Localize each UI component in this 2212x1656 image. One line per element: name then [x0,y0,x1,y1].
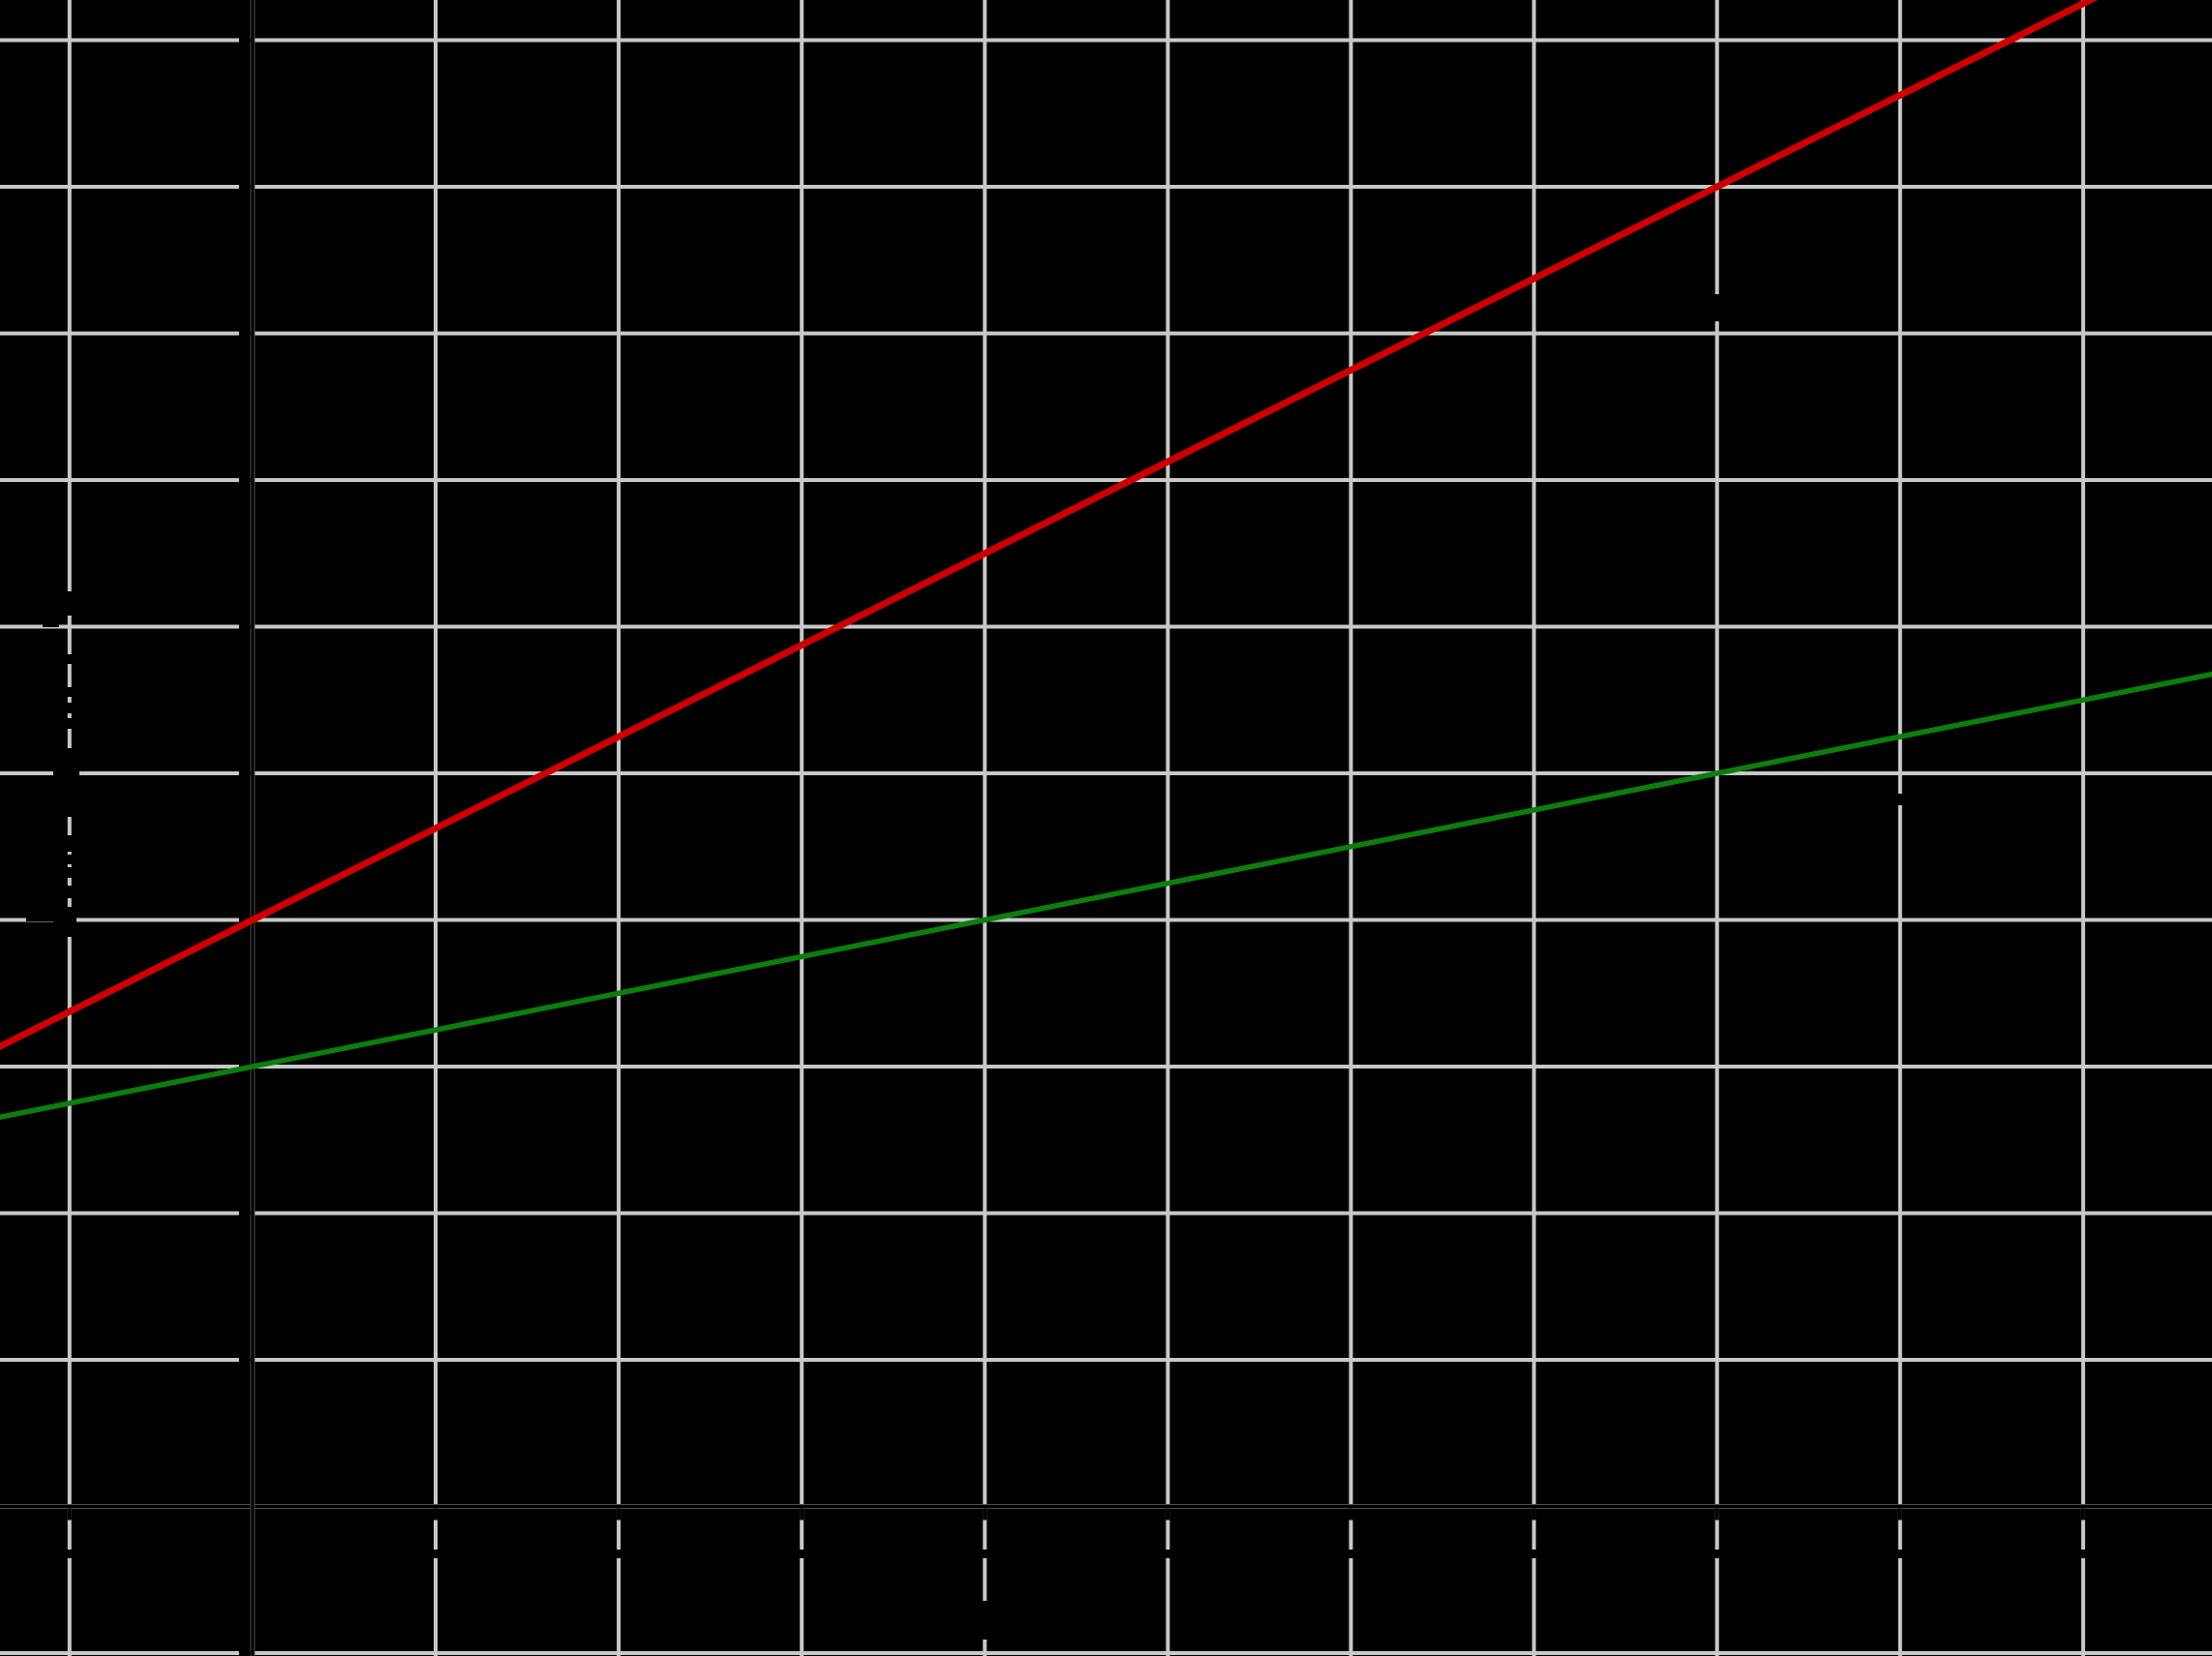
hidden-text-fragment [1345,1550,1357,1558]
hidden-text-fragment [612,1550,624,1558]
hidden-text-fragment [429,1550,441,1558]
hidden-text-fragment [57,855,73,864]
hidden-text-fragment [55,798,78,817]
hidden-text-fragment [1880,794,1922,805]
hidden-text-fragment [1528,1550,1540,1558]
hidden-text-fragment [55,748,74,771]
hidden-text-fragment [63,1550,76,1558]
hidden-text-fragment [57,780,79,798]
hidden-text-fragment [53,907,76,937]
hidden-text-fragment [57,718,72,729]
red-line [0,0,2098,1051]
green-line [0,671,2212,1121]
hidden-text-fragment [795,1550,807,1558]
hidden-text-fragment [56,867,73,878]
hidden-text-fragment [60,654,74,664]
hidden-text-fragment [964,1601,1009,1640]
hidden-text-fragment [43,614,59,627]
axis-ticks [67,38,2085,1655]
hidden-text-fragment [978,1550,991,1558]
hidden-text-fragment [1161,1550,1174,1558]
hidden-text-fragment [2076,1550,2089,1558]
hidden-text-fragment [26,911,54,921]
hidden-text-fragment [1894,1550,1906,1558]
data-lines [0,0,2212,1121]
hidden-text-fragment [58,703,73,713]
hidden-text-fragment [59,687,73,697]
hidden-text-fragment [55,886,73,898]
hidden-text-fragment [1711,1550,1724,1558]
hidden-text-fragment [57,835,74,852]
hidden-text-notches [26,294,2089,1640]
hidden-text-fragment [1685,294,1751,321]
hidden-text-fragment [54,591,74,616]
